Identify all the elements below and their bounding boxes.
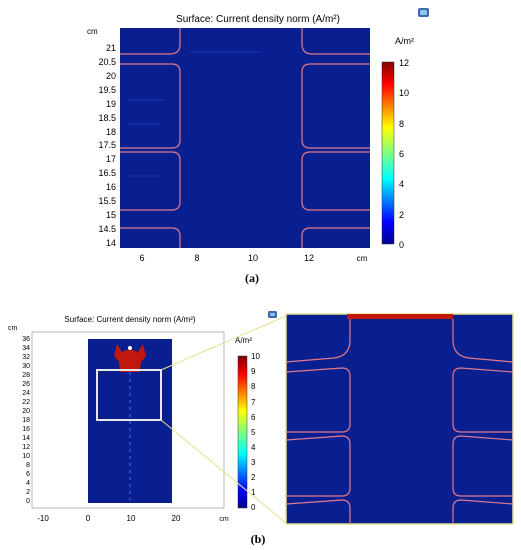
colorbar-tick: 0 — [251, 503, 256, 512]
y-tick: 8 — [26, 462, 30, 469]
panel-b-marker — [128, 346, 132, 350]
x-tick: 20 — [172, 514, 181, 523]
logo-icon — [268, 311, 277, 318]
colorbar-tick: 6 — [399, 149, 404, 159]
y-tick: 32 — [22, 354, 30, 361]
y-tick: 12 — [22, 444, 30, 451]
x-tick: 8 — [194, 253, 199, 263]
colorbar-tick: 5 — [251, 428, 256, 437]
y-tick: 15 — [106, 210, 116, 220]
panel-b-hotspot — [114, 344, 146, 372]
panel-b-y-axis: 36 34 32 30 28 26 24 22 20 18 16 14 12 1… — [22, 336, 30, 505]
panel-a-colorbar — [381, 61, 395, 245]
x-tick: 0 — [86, 514, 91, 523]
panel-b-zoom-box — [96, 369, 162, 421]
colorbar-tick: 3 — [251, 458, 256, 467]
panel-b-x-axis: -10 0 10 20 — [37, 514, 181, 523]
x-tick: 10 — [248, 253, 258, 263]
y-tick: 6 — [26, 471, 30, 478]
y-tick: 22 — [22, 399, 30, 406]
y-tick: 0 — [26, 498, 30, 505]
y-tick: 10 — [22, 453, 30, 460]
y-tick: 24 — [22, 390, 30, 397]
colorbar-tick: 10 — [251, 352, 260, 361]
y-tick: 20 — [22, 408, 30, 415]
panel-a-colorbar-ticks: 12 10 8 6 4 2 0 — [399, 58, 409, 250]
panel-a: Surface: Current density norm (A/m²) cm — [87, 8, 429, 285]
y-tick: 17 — [106, 154, 116, 164]
panel-a-x-unit: cm — [357, 254, 368, 263]
x-tick: -10 — [37, 514, 49, 523]
y-tick: 20 — [106, 71, 116, 81]
panel-b-colorbar-title: A/m² — [235, 336, 252, 345]
y-tick: 19.5 — [98, 85, 116, 95]
y-tick: 28 — [22, 372, 30, 379]
colorbar-tick: 10 — [399, 88, 409, 98]
y-tick: 19 — [106, 99, 116, 109]
colorbar-tick: 12 — [399, 58, 409, 68]
colorbar-tick: 4 — [399, 179, 404, 189]
panel-b-colorbar — [237, 355, 248, 509]
panel-a-faint-lines — [128, 51, 262, 177]
panel-b-callout-lines — [160, 315, 287, 524]
inset-hot-strip — [347, 314, 453, 319]
x-tick: 6 — [139, 253, 144, 263]
colorbar-tick: 2 — [399, 210, 404, 220]
colorbar-tick: 8 — [399, 119, 404, 129]
panel-a-contours — [120, 28, 370, 248]
y-tick: 18 — [22, 417, 30, 424]
panel-b-zoom-inset — [285, 313, 514, 525]
y-tick: 14.5 — [98, 224, 116, 234]
y-tick: 17.5 — [98, 140, 116, 150]
panel-b: cm Surface: Current density norm (A/m²) … — [8, 311, 514, 546]
colorbar-tick: 2 — [251, 473, 256, 482]
panel-b-title: Surface: Current density norm (A/m²) — [64, 315, 195, 324]
panel-a-colorbar-title: A/m² — [395, 36, 414, 46]
y-tick: 2 — [26, 489, 30, 496]
y-tick: 30 — [22, 363, 30, 370]
inset-contours — [285, 319, 514, 524]
y-tick: 14 — [22, 435, 30, 442]
panel-a-y-unit: cm — [87, 27, 98, 36]
colorbar-tick: 9 — [251, 367, 256, 376]
panel-a-caption: (a) — [245, 271, 259, 285]
colorbar-tick: 0 — [399, 240, 404, 250]
logo-icon — [418, 8, 429, 17]
x-tick: 12 — [304, 253, 314, 263]
colorbar-tick: 6 — [251, 413, 256, 422]
y-tick: 16 — [106, 182, 116, 192]
y-tick: 34 — [22, 345, 30, 352]
panel-b-x-unit: cm — [219, 516, 229, 523]
panel-a-y-axis: 21 20.5 20 19.5 19 18.5 18 17.5 17 16.5 … — [98, 43, 116, 248]
y-tick: 18.5 — [98, 113, 116, 123]
panel-a-x-axis: 6 8 10 12 — [139, 253, 314, 263]
y-tick: 4 — [26, 480, 30, 487]
y-tick: 20.5 — [98, 57, 116, 67]
y-tick: 14 — [106, 238, 116, 248]
colorbar-tick: 1 — [251, 488, 256, 497]
colorbar-tick: 4 — [251, 443, 256, 452]
colorbar-tick: 8 — [251, 382, 256, 391]
panel-b-caption: (b) — [251, 532, 266, 546]
y-tick: 15.5 — [98, 196, 116, 206]
x-tick: 10 — [127, 514, 136, 523]
panel-b-colorbar-ticks: 10 9 8 7 6 5 4 3 2 1 0 — [251, 352, 260, 512]
colorbar-tick: 7 — [251, 398, 256, 407]
y-tick: 26 — [22, 381, 30, 388]
panel-a-title: Surface: Current density norm (A/m²) — [176, 14, 340, 25]
y-tick: 16.5 — [98, 168, 116, 178]
y-tick: 18 — [106, 127, 116, 137]
panel-b-y-unit: cm — [8, 325, 18, 332]
y-tick: 21 — [106, 43, 116, 53]
y-tick: 16 — [22, 426, 30, 433]
panel-a-plot — [120, 28, 370, 248]
y-tick: 36 — [22, 336, 30, 343]
